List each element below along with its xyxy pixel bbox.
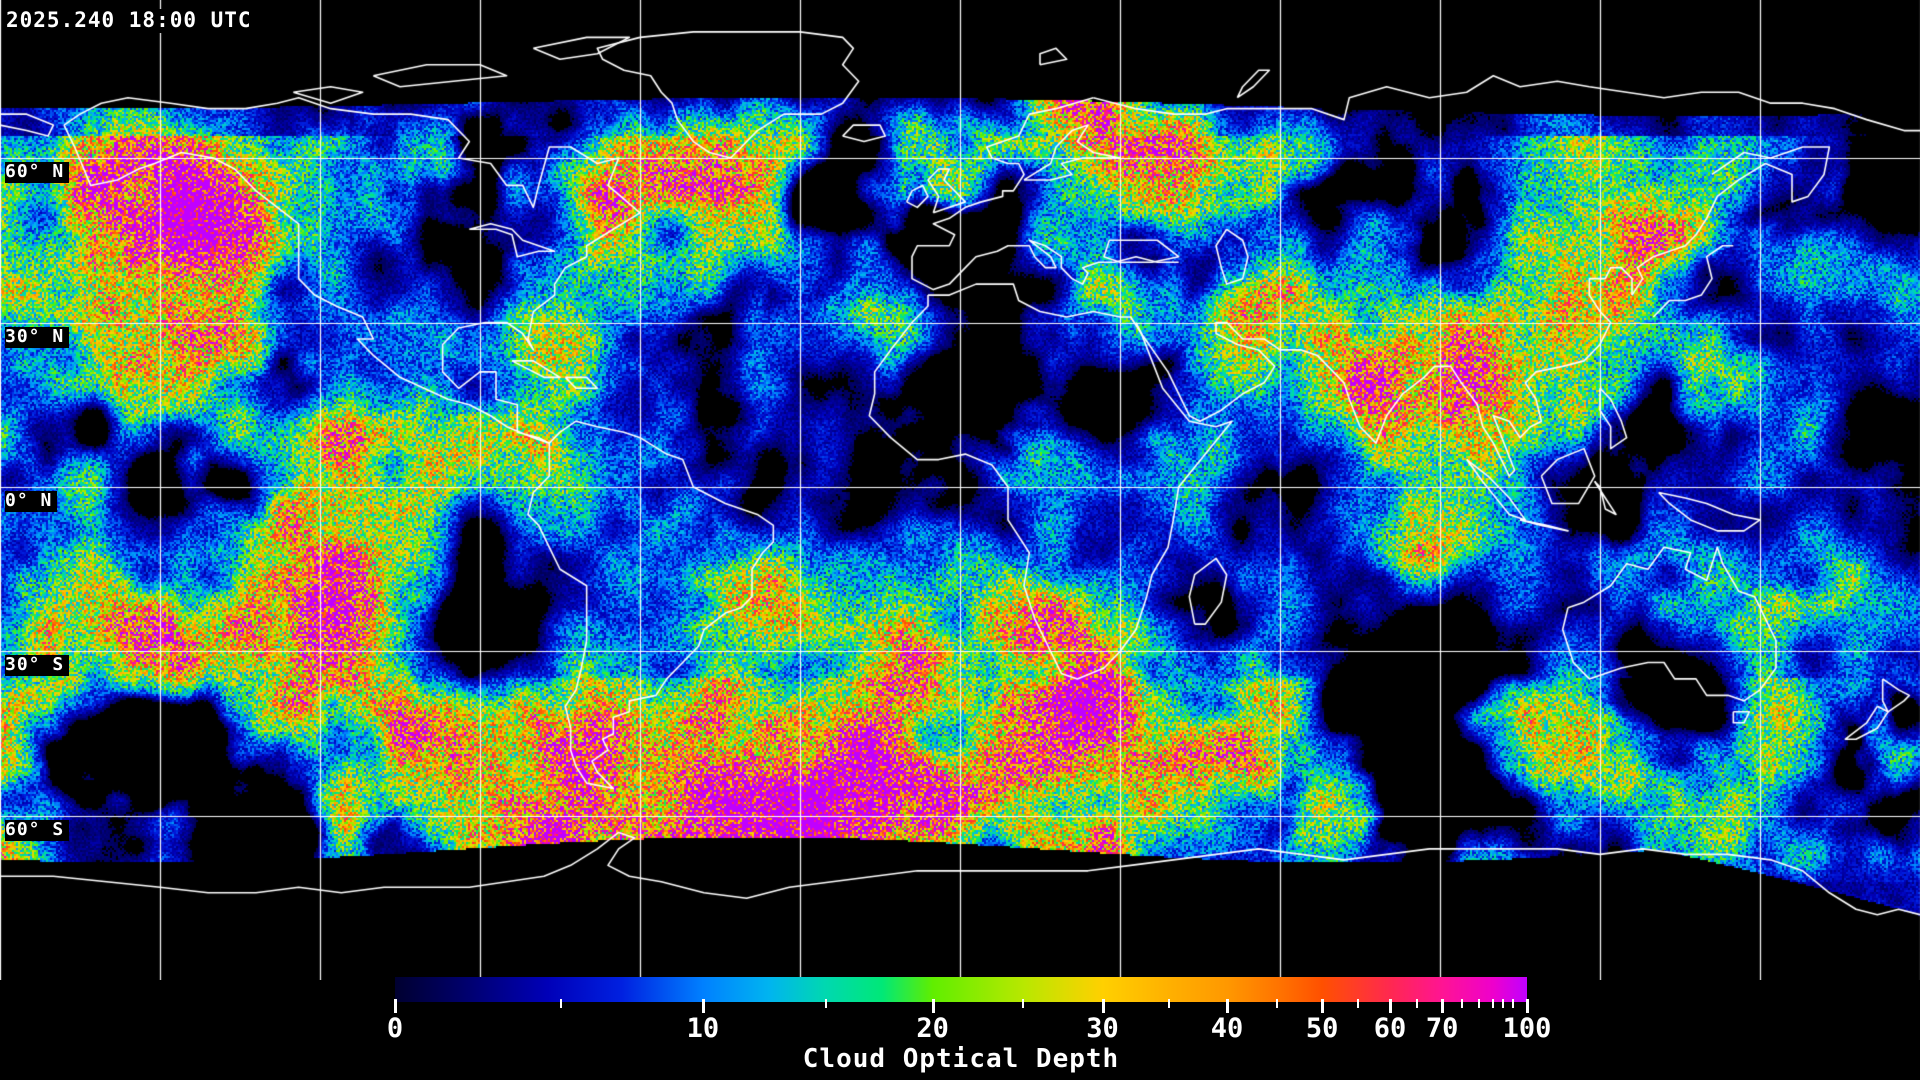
colorbar-tick — [1226, 999, 1230, 1013]
latitude-label: 60° N — [5, 162, 70, 183]
colorbar-tick-label: 70 — [1425, 1013, 1459, 1044]
colorbar-tick — [1441, 999, 1445, 1013]
colorbar-minor-tick — [1492, 999, 1495, 1008]
colorbar-minor-tick — [825, 999, 828, 1008]
colorbar-tick-label: 100 — [1502, 1013, 1552, 1044]
colorbar-tick — [1101, 999, 1105, 1013]
colorbar-minor-tick — [1275, 999, 1278, 1008]
colorbar-tick — [1526, 999, 1529, 1013]
colorbar-minor-tick — [560, 999, 563, 1008]
colorbar-minor-tick — [1502, 999, 1505, 1008]
colorbar-tick-label: 0 — [386, 1013, 404, 1044]
colorbar-minor-tick — [1512, 999, 1515, 1008]
colorbar-tick-label: 30 — [1086, 1013, 1119, 1044]
colorbar: Cloud Optical Depth 0 10 20 30 40 50 60 70 100 — [387, 977, 1551, 1072]
colorbar-title: Cloud Optical Depth — [802, 1044, 1120, 1074]
colorbar-tick — [394, 999, 397, 1013]
colorbar-tick-label: 50 — [1305, 1013, 1339, 1044]
latitude-label: 30° N — [5, 326, 70, 348]
colorbar-tick-label: 40 — [1210, 1013, 1244, 1044]
colorbar-tick — [931, 999, 935, 1013]
colorbar-tick — [701, 999, 705, 1013]
colorbar-tick-label: 20 — [916, 1013, 949, 1044]
cloud-map-canvas — [0, 0, 1920, 980]
latitude-label: 30° S — [5, 655, 70, 677]
colorbar-gradient — [395, 977, 1527, 1002]
colorbar-minor-tick — [1168, 999, 1171, 1008]
latitude-label: 60° S — [5, 819, 70, 841]
colorbar-minor-tick — [1357, 999, 1360, 1008]
colorbar-tick — [1389, 999, 1393, 1013]
colorbar-minor-tick — [1022, 999, 1025, 1008]
colorbar-tick-label: 10 — [686, 1013, 720, 1044]
colorbar-tick — [1321, 999, 1325, 1013]
world-map: 2025.240 18:00 UTC 60° N 30° N 0° N 30° S 60… — [0, 0, 1920, 980]
colorbar-area: Cloud Optical Depth 0 10 20 30 40 50 60 70 100 — [0, 977, 1920, 1080]
latitude-label: 0° N — [5, 491, 58, 512]
colorbar-tick-label: 60 — [1373, 1013, 1407, 1044]
timestamp-label: 2025.240 18:00 UTC — [6, 9, 257, 33]
colorbar-minor-tick — [1478, 999, 1481, 1008]
colorbar-minor-tick — [1416, 999, 1419, 1008]
colorbar-minor-tick — [1461, 999, 1464, 1008]
